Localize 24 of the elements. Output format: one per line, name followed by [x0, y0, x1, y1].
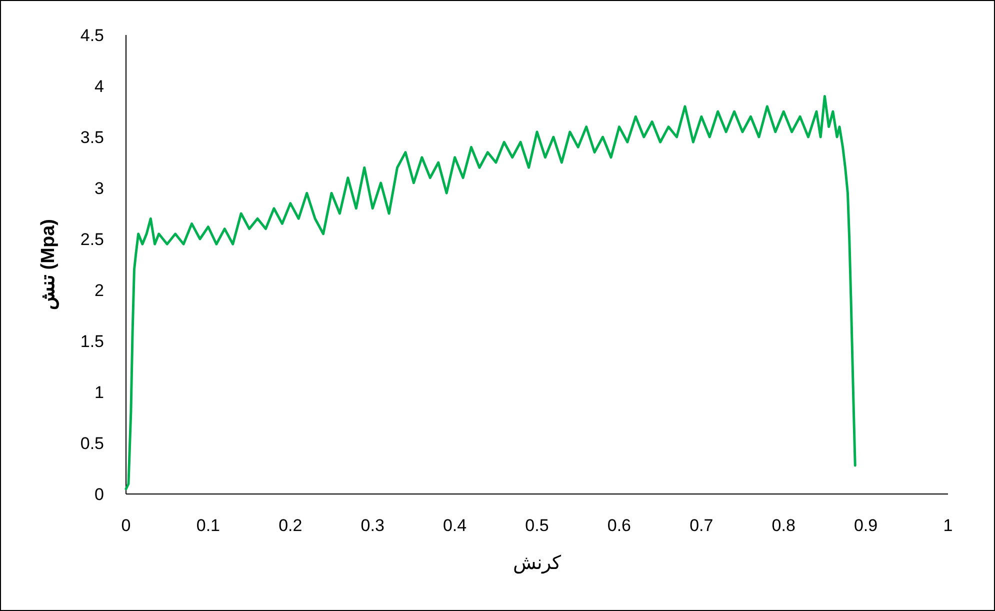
x-tick-label: 0.8: [772, 516, 796, 535]
y-tick-label: 4: [94, 76, 104, 96]
x-tick-label: 0.5: [525, 516, 549, 535]
y-tick-label: 4.5: [80, 26, 104, 45]
x-tick-label: 0.3: [360, 516, 384, 535]
y-tick-label: 3.5: [80, 128, 104, 147]
x-axis-title: کرنش: [513, 553, 562, 574]
x-tick-label: 0.6: [607, 516, 632, 535]
y-tick-label: 0.5: [80, 434, 104, 453]
line-series: [124, 94, 856, 490]
x-tick-label: 0.2: [278, 516, 302, 535]
x-tick-label: 0.1: [196, 516, 220, 535]
y-tick-label: 3: [94, 178, 104, 198]
x-tick-label: 0: [121, 516, 131, 535]
y-tick-label: 2: [94, 280, 104, 300]
x-tick-label: 0.4: [442, 516, 467, 535]
x-tick-label: 0.9: [854, 516, 878, 535]
y-tick-label: 0: [94, 484, 104, 504]
x-tick-label: 0.7: [690, 516, 714, 535]
y-tick-label: 1: [94, 382, 104, 402]
y-axis-title: تنش (Mpa): [38, 219, 59, 310]
y-tick-label: 2.5: [80, 230, 104, 249]
y-tick-label: 1.5: [80, 332, 104, 351]
x-tick-label: 1: [943, 516, 953, 535]
